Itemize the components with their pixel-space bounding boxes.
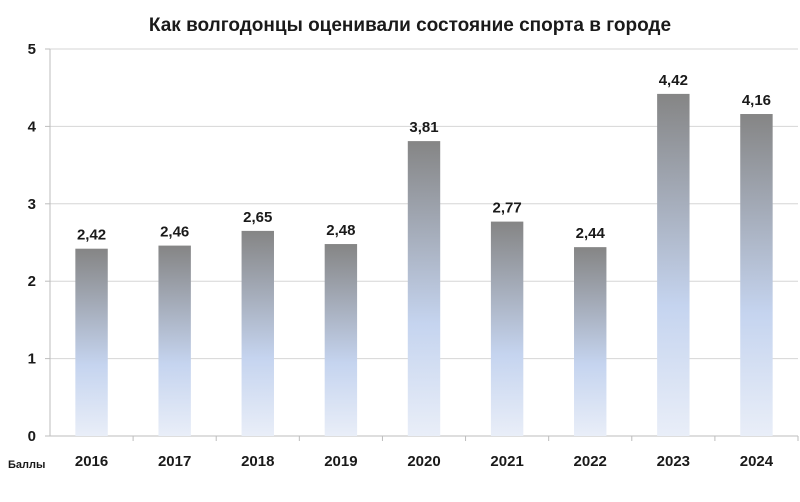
x-tick-label-2021: 2021: [490, 453, 523, 470]
bars: [75, 93, 773, 437]
bar-2022: [574, 247, 607, 436]
bar-2024: [740, 114, 773, 437]
bar-2019: [324, 244, 358, 436]
bar-2017: [158, 245, 191, 436]
y-tick-label: 2: [28, 273, 36, 290]
data-label-2019: 2,48: [326, 222, 355, 239]
x-tick-label-2018: 2018: [241, 453, 274, 470]
y-axis-unit-label: Баллы: [8, 459, 45, 471]
x-tick-label-2019: 2019: [324, 453, 357, 470]
x-tick-label-2022: 2022: [574, 453, 607, 470]
data-label-2020: 3,81: [409, 119, 438, 136]
bar-2018: [241, 230, 274, 436]
data-label-2017: 2,46: [160, 224, 189, 241]
bar-2016: [75, 248, 108, 436]
x-tick-label-2016: 2016: [75, 453, 108, 470]
y-tick-label: 5: [28, 41, 36, 58]
bar-2021: [490, 221, 524, 436]
x-tick-label-2020: 2020: [407, 453, 440, 470]
bar-2023: [657, 93, 690, 436]
chart-title: Как волгодонцы оценивали состояние спорт…: [149, 15, 671, 36]
data-label-2018: 2,65: [243, 209, 272, 226]
data-label-2023: 4,42: [659, 72, 688, 89]
y-axis-ticks: 0 1 2 3 4 5: [28, 41, 50, 445]
data-label-2016: 2,42: [77, 227, 106, 244]
data-label-2021: 2,77: [493, 200, 522, 217]
y-tick-label: 0: [28, 428, 36, 445]
x-tick-label-2024: 2024: [740, 453, 774, 470]
data-labels: 2,42 2,46 2,65 2,48 3,81 2,77 2,44 4,42 4,16: [77, 72, 771, 244]
y-tick-label: 4: [28, 118, 37, 135]
bar-2020: [407, 141, 441, 436]
x-axis-ticks: 2016 2017 2018 2019 2020 2021 2022 2023 2024: [75, 436, 799, 470]
y-tick-label: 1: [28, 351, 36, 368]
data-label-2022: 2,44: [576, 225, 606, 242]
y-tick-label: 3: [28, 196, 36, 213]
x-tick-label-2017: 2017: [158, 453, 191, 470]
x-tick-label-2023: 2023: [657, 453, 690, 470]
data-label-2024: 4,16: [742, 92, 771, 109]
